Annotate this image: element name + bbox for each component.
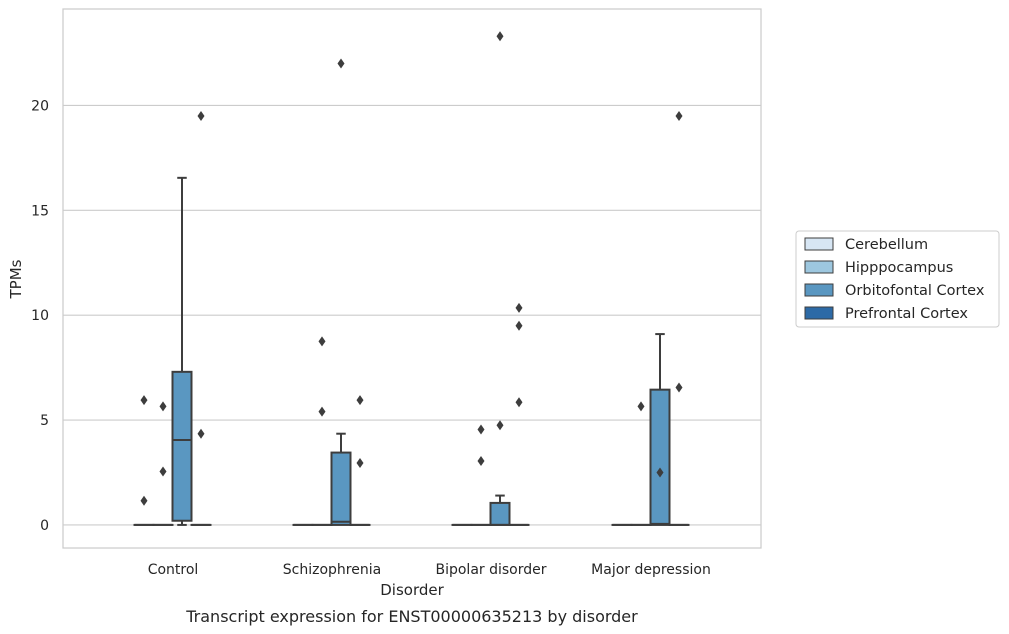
y-tick-label: 10: [31, 308, 49, 324]
y-tick-label: 0: [40, 518, 49, 534]
outlier-point: [356, 458, 364, 469]
outlier-point: [140, 495, 148, 506]
outlier-point: [318, 406, 326, 417]
x-tick-label: Schizophrenia: [283, 562, 381, 578]
outlier-point: [656, 467, 664, 478]
box-group: [489, 31, 511, 526]
outlier-point: [496, 420, 504, 431]
legend-item: Orbitofontal Cortex: [804, 283, 985, 299]
outlier-point: [159, 466, 167, 477]
box-group: [470, 424, 492, 526]
legend-swatch: [804, 237, 834, 251]
x-tick-label: Major depression: [591, 562, 711, 578]
legend: Cerebellum Hipppocampus Orbitofontal Corte…: [795, 230, 1000, 328]
box-group: [508, 302, 530, 526]
y-axis-label: TPMs: [7, 259, 25, 299]
legend-label: Cerebellum: [845, 237, 928, 253]
outlier-point: [318, 336, 326, 347]
outlier-point: [515, 302, 523, 313]
box-iqr: [171, 370, 193, 522]
legend-frame: [795, 230, 1000, 328]
outlier-point: [356, 395, 364, 406]
box-group: [349, 395, 371, 526]
outlier-point: [477, 455, 485, 466]
outlier-point: [197, 110, 205, 121]
outlier-point: [140, 395, 148, 406]
box-group: [133, 395, 155, 526]
box-plot-series: [133, 31, 690, 526]
x-tick-label: Control: [148, 562, 199, 578]
box-group: [190, 110, 212, 526]
box-group: [668, 110, 690, 526]
box-group: [311, 336, 333, 526]
legend-items: Cerebellum Hipppocampus Orbitofontal Corte…: [804, 237, 985, 322]
y-tick-label: 15: [31, 203, 49, 219]
legend-swatch: [804, 260, 834, 274]
legend-label: Hipppocampus: [845, 260, 953, 276]
outlier-point: [675, 382, 683, 393]
y-axis-ticks: 0 5 10 15 20: [31, 98, 49, 533]
box-group: [171, 176, 193, 526]
outlier-point: [159, 401, 167, 412]
x-tick-label: Bipolar disorder: [435, 562, 546, 578]
outlier-point: [637, 401, 645, 412]
legend-label: Orbitofontal Cortex: [845, 283, 985, 299]
legend-label: Prefrontal Cortex: [845, 306, 968, 322]
legend-swatch: [804, 283, 834, 297]
legend-item: Hipppocampus: [804, 260, 953, 276]
plot-frame: [62, 8, 762, 549]
legend-item: Prefrontal Cortex: [804, 306, 968, 322]
outlier-point: [515, 397, 523, 408]
box-group: [330, 58, 352, 526]
box-group: [152, 401, 174, 526]
box-group: [649, 333, 671, 526]
y-tick-label: 5: [40, 413, 49, 429]
figure-caption: Transcript expression for ENST0000063521…: [185, 607, 638, 626]
outlier-point: [477, 424, 485, 435]
x-axis-ticks: Control Schizophrenia Bipolar disorder Majo…: [148, 562, 711, 578]
legend-swatch: [804, 306, 834, 320]
y-tick-label: 20: [31, 98, 49, 114]
box-iqr: [649, 388, 671, 526]
x-axis-label: Disorder: [380, 581, 444, 599]
legend-item: Cerebellum: [804, 237, 928, 253]
outlier-point: [515, 320, 523, 331]
outlier-point: [197, 428, 205, 439]
box-iqr: [330, 451, 352, 526]
outlier-point: [675, 110, 683, 121]
box-iqr: [489, 501, 511, 526]
outlier-point: [337, 58, 345, 69]
outlier-point: [496, 31, 504, 42]
